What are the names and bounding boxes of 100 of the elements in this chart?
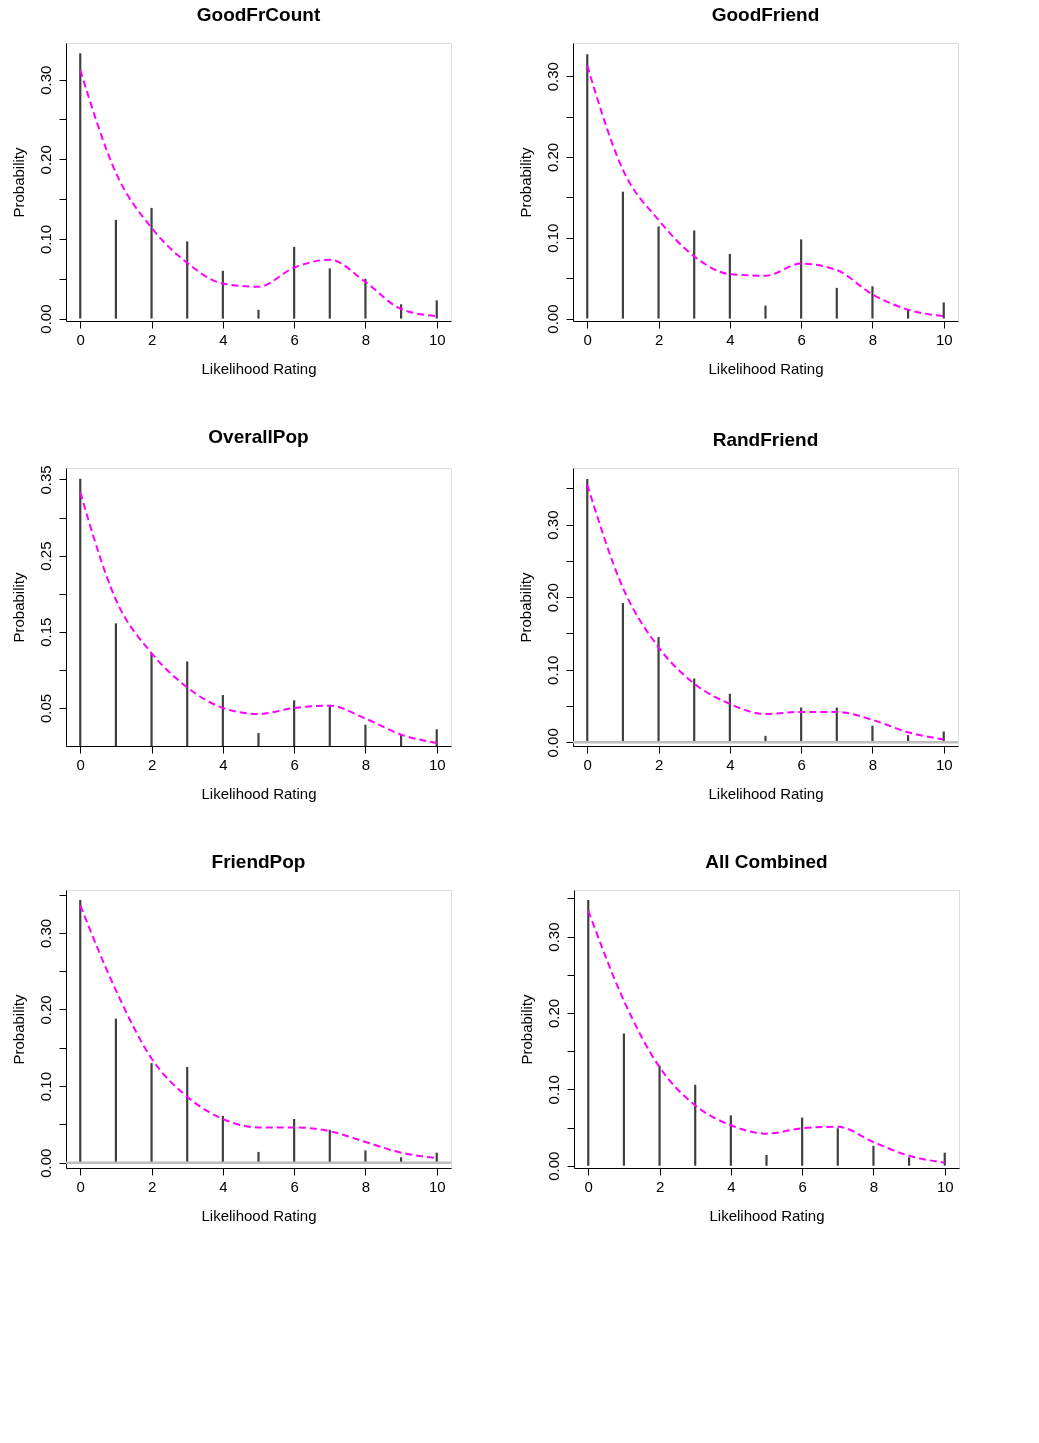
x-tick-label: 10 [935,755,953,773]
x-tick-label: 8 [868,330,878,348]
y-tick-label: 0.20 [36,995,54,1025]
x-axis-title: Likelihood Rating [201,784,317,802]
line-series [586,64,945,318]
x-tick-label: 2 [654,330,664,348]
x-axis-title: Likelihood Rating [708,359,824,377]
y-tick-label: 0.20 [543,142,561,173]
x-tick-label: 2 [147,755,157,773]
y-tick-label: 0.20 [544,998,562,1029]
bar [801,1117,804,1166]
bar [621,191,625,319]
chart-title: GoodFrCount [196,4,321,25]
y-tick-label: 0.30 [543,62,561,92]
bar [114,1018,118,1163]
bar [835,287,838,319]
bar [765,1155,768,1166]
bar [114,623,118,746]
bar [328,268,331,319]
y-tick-label: 0.00 [543,304,561,334]
bar [364,278,367,319]
y-axis-title: Probability [516,571,534,643]
x-tick-label: 8 [361,755,371,773]
bar [658,1065,661,1166]
bar [728,253,731,319]
x-axis-title: Likelihood Rating [708,784,824,802]
y-tick-label: 0.10 [36,224,54,255]
y-tick-label: 0.20 [543,583,561,613]
bar [150,653,153,746]
x-tick-label: 6 [797,755,806,773]
chart-title: All Combined [705,851,828,872]
bar [657,226,660,319]
x-tick-label: 6 [797,330,806,348]
bar [150,207,153,319]
x-tick-label: 10 [428,330,446,348]
x-tick-label: 8 [361,1177,371,1195]
line-series [587,909,946,1164]
x-tick-label: 2 [655,1177,665,1195]
chart-title: GoodFriend [711,4,820,25]
bar [657,637,660,743]
y-tick-label: 0.10 [543,655,561,685]
x-tick-label: 4 [219,330,228,348]
bar [435,300,438,319]
x-tick-label: 2 [654,755,664,773]
y-axis-title: Probability [517,993,535,1065]
bar [942,302,945,319]
chart-title: OverallPop [208,425,309,447]
x-tick-label: 4 [219,1177,228,1195]
x-axis-title: Likelihood Rating [201,1206,317,1224]
x-tick-label: 10 [935,330,953,348]
y-tick-label: 0.20 [36,145,54,175]
bar [79,53,82,319]
bar [364,724,367,746]
y-tick-label: 0.00 [544,1151,562,1181]
bar [79,899,82,1163]
bar [872,1145,875,1166]
y-tick-label: 0.25 [36,541,54,571]
bar [114,219,118,319]
bar [907,1157,911,1166]
x-tick-label: 0 [76,1177,85,1195]
x-tick-label: 0 [583,330,592,348]
y-tick-label: 0.10 [544,1075,562,1105]
y-tick-label: 0.10 [36,1071,54,1102]
x-tick-label: 8 [869,1177,879,1195]
y-tick-label: 0.05 [36,693,54,724]
bar [622,1033,626,1166]
x-tick-label: 10 [428,1177,446,1195]
y-tick-label: 0.30 [36,918,54,948]
y-axis-title: Probability [9,571,27,643]
x-tick-label: 10 [428,755,446,773]
x-tick-label: 4 [727,1177,736,1195]
bar [836,1128,839,1166]
y-axis-title: Probability [9,146,27,218]
y-tick-label: 0.00 [36,304,54,334]
y-tick-label: 0.35 [36,465,54,495]
x-tick-label: 10 [936,1177,954,1195]
x-tick-label: 4 [219,755,228,773]
y-tick-label: 0.00 [543,728,561,758]
x-tick-label: 0 [583,755,592,773]
bar [764,305,767,319]
bar [871,286,874,319]
bar [587,899,590,1166]
bar [257,733,260,746]
x-tick-label: 6 [290,330,299,348]
x-tick-label: 6 [290,1177,299,1195]
y-tick-label: 0.00 [36,1148,54,1178]
x-tick-label: 6 [798,1177,807,1195]
x-tick-label: 0 [76,755,85,773]
bar [800,239,803,319]
chart-title: FriendPop [211,851,306,872]
bar [871,725,874,743]
x-tick-label: 2 [147,1177,157,1195]
x-tick-label: 6 [290,755,299,773]
y-tick-label: 0.10 [543,223,561,253]
x-tick-label: 8 [361,330,371,348]
x-axis-title: Likelihood Rating [709,1206,825,1224]
bar [257,309,260,319]
y-tick-label: 0.30 [36,65,54,95]
y-tick-label: 0.30 [544,922,562,952]
x-tick-label: 4 [726,330,735,348]
